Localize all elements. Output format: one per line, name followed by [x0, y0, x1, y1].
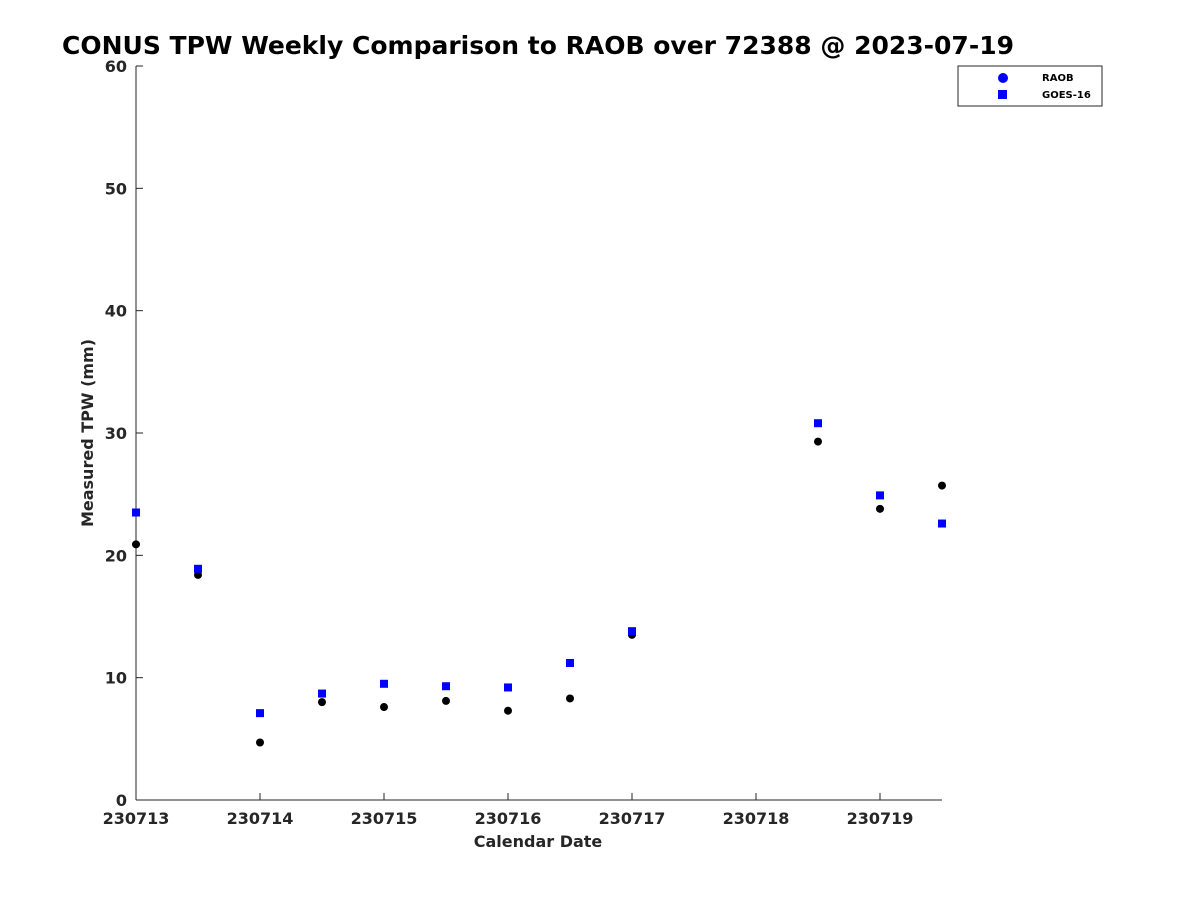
goes16-point: [194, 564, 202, 573]
x-tick-label: 230713: [103, 809, 170, 828]
x-axis-label: Calendar Date: [474, 832, 603, 851]
raob-point: [256, 738, 264, 747]
goes16-point: [938, 519, 946, 528]
legend-raob-marker: [998, 73, 1008, 83]
y-tick-label: 40: [105, 302, 127, 321]
goes16-point: [566, 658, 574, 667]
goes16-point: [380, 679, 388, 688]
y-tick-label: 10: [105, 669, 127, 688]
y-tick-label: 0: [116, 791, 127, 810]
y-tick-label: 30: [105, 424, 127, 443]
raob-point: [318, 698, 326, 707]
raob-point: [442, 696, 450, 705]
legend-goes16-marker: [998, 90, 1007, 99]
goes16-point: [504, 683, 512, 692]
raob-point: [504, 706, 512, 715]
raob-point: [132, 540, 140, 549]
x-tick-label: 230719: [847, 809, 914, 828]
y-axis-label: Measured TPW (mm): [78, 339, 97, 527]
x-axis-ticks: 230713 230714 230715 230716 230717 230718 2307…: [103, 793, 914, 828]
y-tick-label: 50: [105, 179, 127, 198]
x-tick-label: 230715: [351, 809, 418, 828]
legend-raob-label: RAOB: [1042, 73, 1074, 84]
plot-axes: [135, 66, 942, 801]
goes16-point: [442, 682, 450, 691]
x-tick-label: 230716: [475, 809, 542, 828]
y-tick-label: 20: [105, 546, 127, 565]
raob-point: [938, 481, 946, 490]
raob-point: [566, 694, 574, 703]
goes16-point: [132, 508, 140, 517]
goes16-point: [876, 491, 884, 500]
goes16-point: [628, 627, 636, 636]
x-tick-label: 230717: [599, 809, 666, 828]
x-tick-label: 230714: [227, 809, 294, 828]
legend-box: [957, 65, 1103, 107]
legend-goes16-label: GOES-16: [1042, 90, 1091, 101]
raob-point: [876, 504, 884, 513]
goes16-point: [318, 689, 326, 698]
goes16-point: [814, 419, 822, 428]
y-tick-label: 60: [105, 57, 127, 76]
raob-point: [380, 703, 388, 712]
data-points: [132, 419, 946, 747]
chart-title: CONUS TPW Weekly Comparison to RAOB over…: [62, 31, 1014, 60]
x-tick-label: 230718: [723, 809, 790, 828]
legend: RAOB GOES-16: [957, 65, 1103, 107]
raob-point: [814, 437, 822, 446]
goes16-point: [256, 709, 264, 718]
y-axis-ticks: 0 10 20 30 40 50 60: [105, 57, 143, 810]
raob-point: [194, 570, 202, 579]
